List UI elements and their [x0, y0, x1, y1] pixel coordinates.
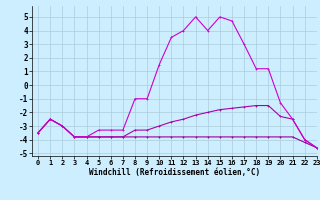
X-axis label: Windchill (Refroidissement éolien,°C): Windchill (Refroidissement éolien,°C)	[89, 168, 260, 177]
